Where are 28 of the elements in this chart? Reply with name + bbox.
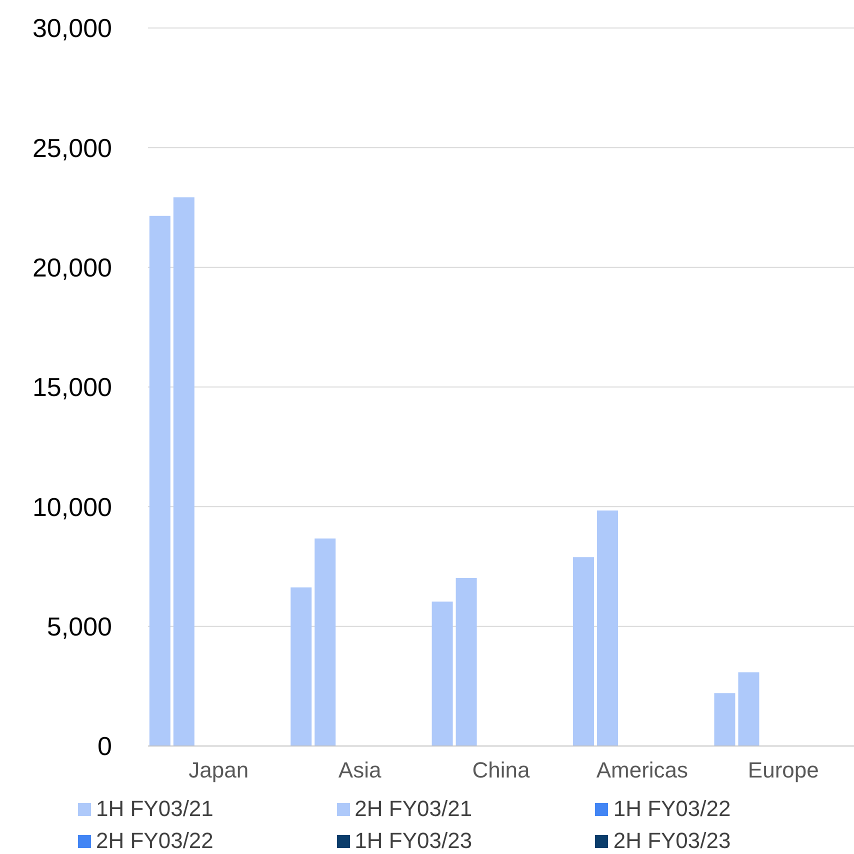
y-tick-label: 20,000 xyxy=(32,252,112,283)
y-tick-label: 30,000 xyxy=(32,13,112,44)
bar xyxy=(456,578,477,746)
bar xyxy=(149,216,170,746)
bar xyxy=(738,672,760,746)
legend-label: 1H FY03/22 xyxy=(613,796,731,822)
y-tick-label: 25,000 xyxy=(32,132,112,163)
bar xyxy=(314,538,336,746)
bar xyxy=(597,510,618,746)
bar xyxy=(573,557,594,746)
legend-label: 1H FY03/23 xyxy=(354,828,472,854)
x-tick-label: China xyxy=(472,758,531,783)
bar xyxy=(714,693,736,746)
x-tick-label: Japan xyxy=(188,758,249,783)
bar xyxy=(173,197,194,746)
bar xyxy=(432,602,453,746)
x-tick-label: Europe xyxy=(748,758,819,783)
legend-label: 2H FY03/22 xyxy=(96,828,214,854)
legend-label: 1H FY03/21 xyxy=(96,796,214,822)
y-tick-label: 5,000 xyxy=(46,612,112,642)
y-tick-label: 10,000 xyxy=(32,492,112,522)
y-tick-label: 0 xyxy=(98,731,112,762)
x-tick-label: Asia xyxy=(338,758,382,783)
legend-label: 2H FY03/23 xyxy=(613,828,731,854)
bar xyxy=(290,587,312,746)
legend-label: 2H FY03/21 xyxy=(354,796,472,822)
x-tick-label: Americas xyxy=(596,758,688,783)
y-tick-label: 15,000 xyxy=(32,372,112,402)
